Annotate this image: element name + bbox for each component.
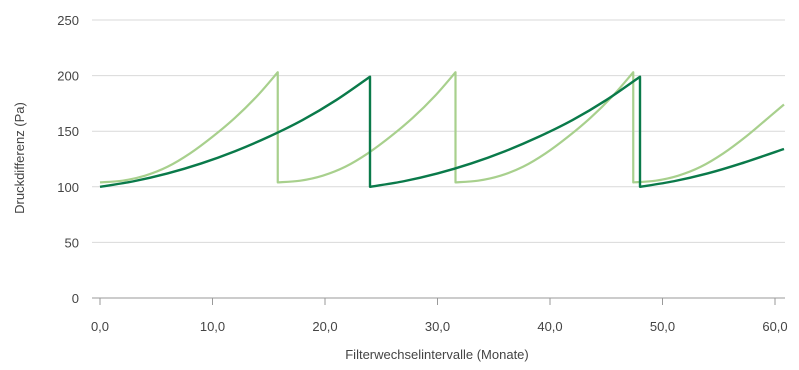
y-tick-label: 50 [65,235,79,250]
x-axis-title: Filterwechselintervalle (Monate) [345,347,529,362]
series-line-1 [99,71,785,184]
y-axis: 0 50 100 150 200 250 [57,13,79,306]
x-tick-label: 20,0 [312,319,337,334]
grid-lines [92,19,785,299]
x-axis: 0,0 10,0 20,0 30,0 40,0 50,0 60,0 [91,298,788,334]
x-tick-label: 60,0 [762,319,787,334]
y-tick-label: 200 [57,69,79,84]
series-layer [99,71,785,188]
y-tick-label: 150 [57,124,79,139]
y-axis-title: Druckdifferenz (Pa) [12,102,27,214]
x-tick-label: 50,0 [650,319,675,334]
x-tick-label: 0,0 [91,319,109,334]
y-tick-label: 250 [57,13,79,28]
x-tick-label: 30,0 [425,319,450,334]
x-tick-label: 10,0 [200,319,225,334]
x-tick-label: 40,0 [537,319,562,334]
y-tick-label: 0 [72,291,79,306]
y-tick-label: 100 [57,180,79,195]
series-line-2 [99,75,785,188]
